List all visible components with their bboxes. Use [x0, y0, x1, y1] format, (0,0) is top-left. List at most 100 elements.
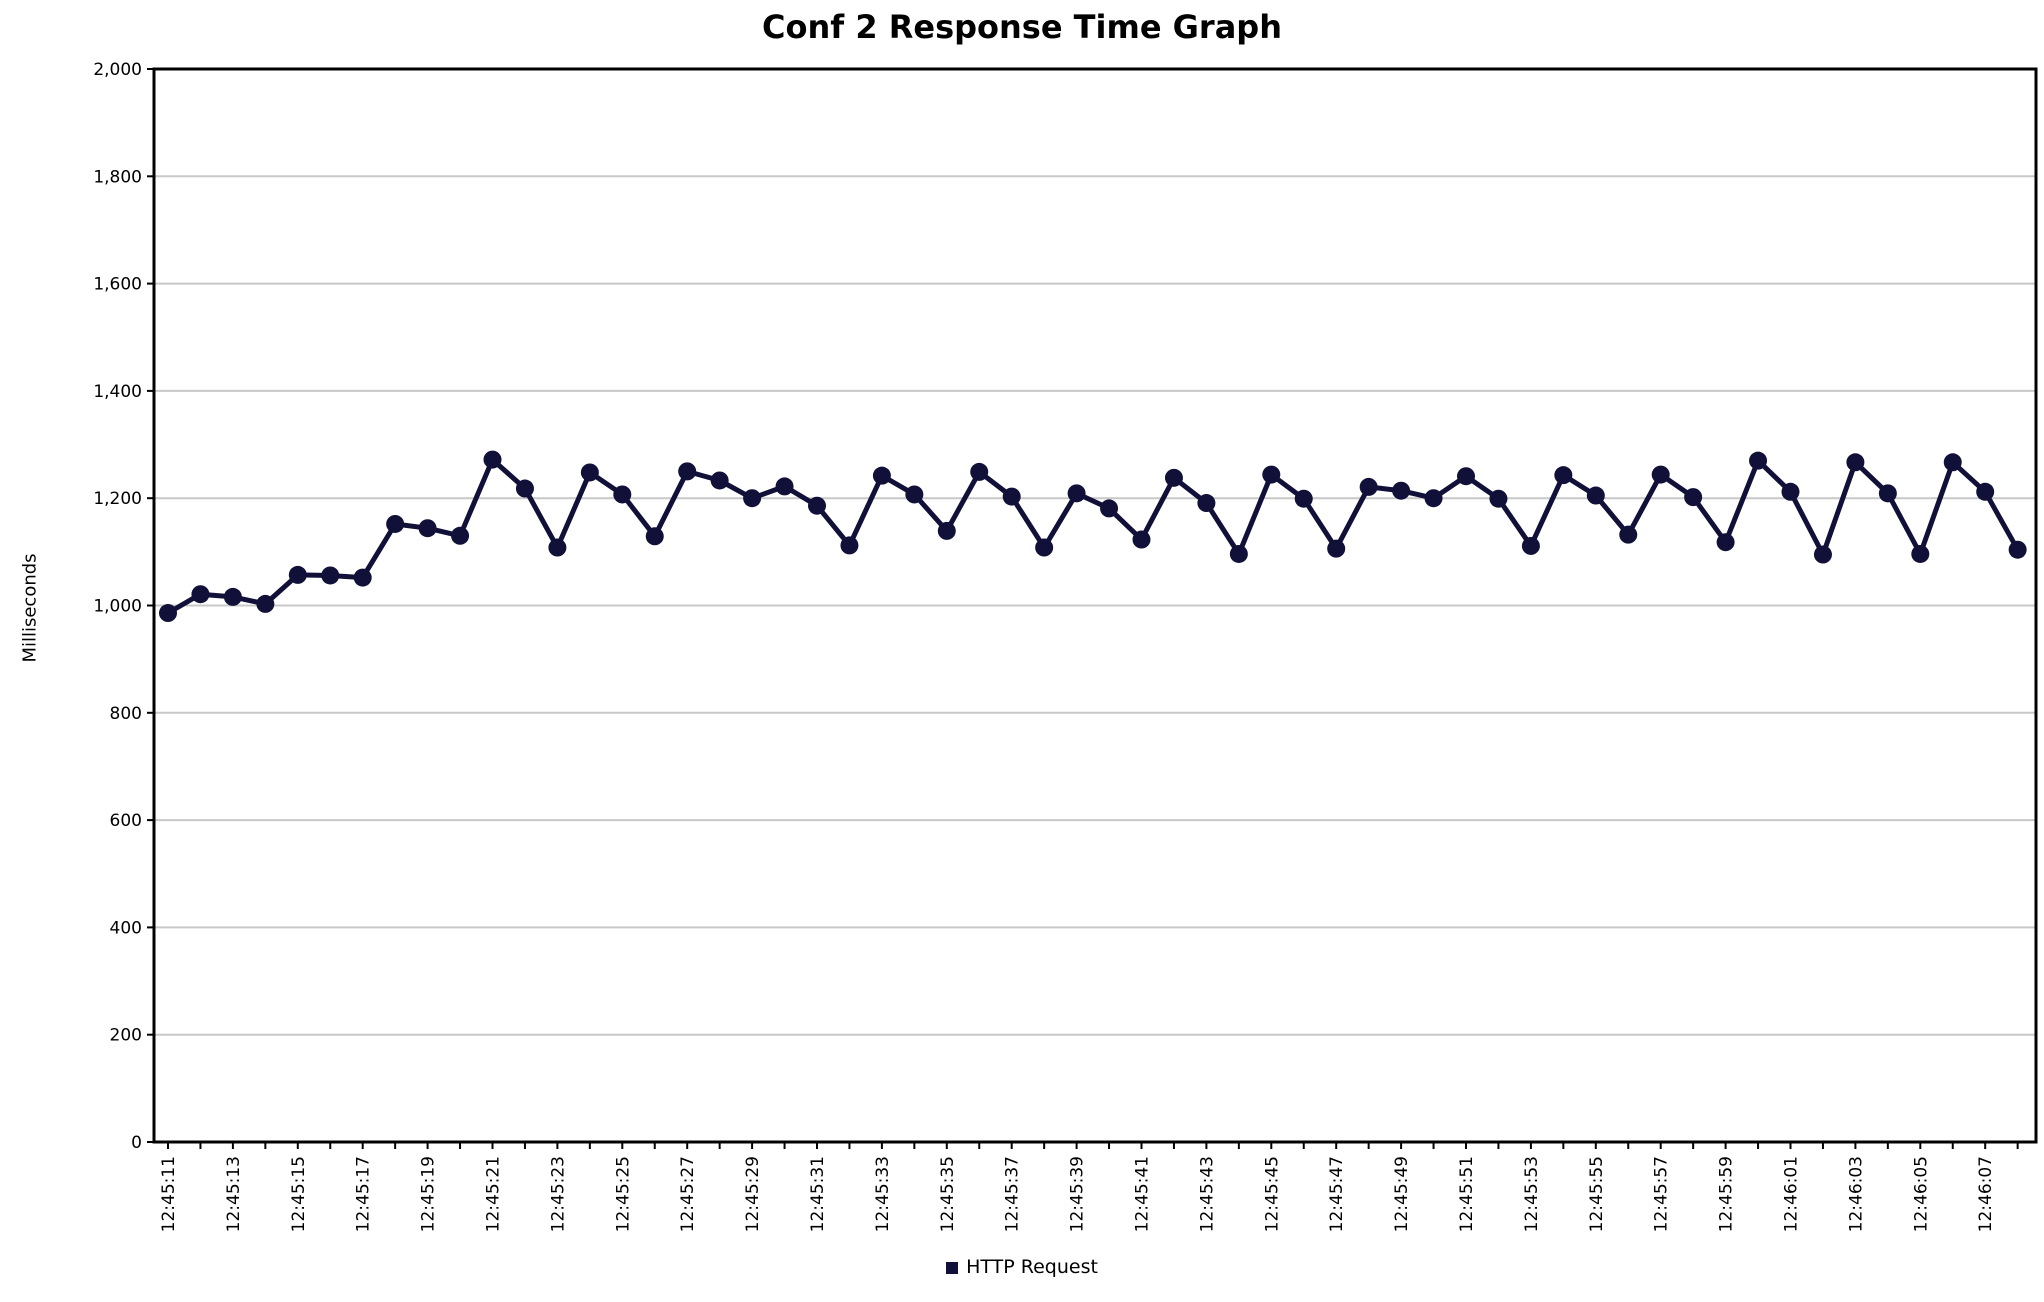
x-tick-label: 12:45:31 — [808, 1156, 828, 1232]
y-tick-label: 600 — [110, 811, 142, 831]
data-point — [1781, 482, 1800, 501]
x-tick-label: 12:45:59 — [1717, 1156, 1737, 1232]
data-point — [515, 479, 534, 498]
data-point — [1878, 484, 1897, 503]
y-tick-label: 0 — [131, 1133, 142, 1153]
data-point — [1132, 530, 1151, 549]
data-point — [1651, 465, 1670, 484]
x-tick-label: 12:45:51 — [1457, 1156, 1477, 1232]
x-tick-label: 12:45:29 — [743, 1156, 763, 1232]
data-point — [1521, 536, 1540, 555]
data-point — [353, 568, 372, 587]
y-tick-label: 1,800 — [93, 167, 142, 187]
data-point — [223, 587, 242, 606]
x-tick-label: 12:45:57 — [1652, 1156, 1672, 1232]
x-tick-label: 12:45:21 — [484, 1156, 504, 1232]
data-point — [451, 526, 470, 545]
x-tick-label: 12:46:07 — [1976, 1156, 1996, 1232]
x-axis-ticks: 12:45:11 12:45:13 12:45:15 12:45:17 12:45:19… — [159, 1142, 2019, 1232]
legend: HTTP Request — [0, 1256, 2044, 1278]
x-tick-label: 12:45:49 — [1392, 1156, 1412, 1232]
x-tick-label: 12:45:19 — [419, 1156, 439, 1232]
data-point — [1424, 489, 1443, 508]
data-point — [1684, 488, 1703, 507]
data-point — [1392, 481, 1411, 500]
data-point — [580, 463, 599, 482]
x-tick-label: 12:45:11 — [159, 1156, 179, 1232]
data-point — [2008, 540, 2027, 559]
data-point — [1943, 453, 1962, 472]
data-point — [1327, 539, 1346, 558]
data-point — [1294, 489, 1313, 508]
data-point — [905, 485, 924, 504]
data-point — [613, 485, 632, 504]
chart-title: Conf 2 Response Time Graph — [762, 8, 1282, 46]
data-point — [1035, 538, 1054, 557]
data-point — [1619, 525, 1638, 544]
gridlines — [154, 175, 2036, 1036]
data-point — [483, 450, 502, 469]
data-point — [710, 471, 729, 490]
series-http-request — [159, 450, 2027, 623]
data-point — [1911, 544, 1930, 563]
data-point — [418, 519, 437, 538]
data-point — [1716, 533, 1735, 552]
data-point — [775, 477, 794, 496]
x-tick-label: 12:45:15 — [289, 1156, 309, 1232]
data-point — [743, 489, 762, 508]
data-point — [872, 466, 891, 485]
data-point — [1976, 482, 1995, 501]
data-point — [1164, 468, 1183, 487]
data-point — [1554, 466, 1573, 485]
x-tick-label: 12:45:55 — [1587, 1156, 1607, 1232]
x-tick-label: 12:45:25 — [613, 1156, 633, 1232]
x-tick-label: 12:46:05 — [1911, 1156, 1931, 1232]
legend-label: HTTP Request — [966, 1256, 1098, 1278]
data-point — [1359, 477, 1378, 496]
x-tick-label: 12:46:03 — [1846, 1156, 1866, 1232]
data-point — [937, 521, 956, 540]
data-point — [1197, 494, 1216, 513]
x-tick-label: 12:45:13 — [224, 1156, 244, 1232]
y-tick-label: 400 — [110, 918, 142, 938]
x-tick-label: 12:45:43 — [1197, 1156, 1217, 1232]
y-tick-label: 800 — [110, 704, 142, 724]
data-point — [678, 462, 697, 481]
data-point — [1749, 451, 1768, 470]
y-axis-ticks: 0 200 400 600 800 1,000 1,200 1,400 1,600 1,800 2,… — [93, 60, 154, 1153]
series-line — [166, 457, 2020, 616]
data-point — [548, 538, 567, 557]
x-tick-label: 12:45:33 — [873, 1156, 893, 1232]
x-tick-label: 12:45:39 — [1068, 1156, 1088, 1232]
data-point — [159, 604, 177, 623]
y-tick-label: 1,200 — [93, 489, 142, 509]
data-point — [256, 594, 275, 613]
data-point — [386, 514, 405, 533]
x-tick-label: 12:46:01 — [1782, 1156, 1802, 1232]
y-tick-label: 1,000 — [93, 597, 142, 617]
y-tick-label: 2,000 — [93, 60, 142, 80]
x-tick-label: 12:45:23 — [548, 1156, 568, 1232]
x-tick-label: 12:45:47 — [1327, 1156, 1347, 1232]
x-tick-label: 12:45:37 — [1003, 1156, 1023, 1232]
data-point — [1457, 467, 1475, 486]
x-tick-label: 12:45:53 — [1522, 1156, 1542, 1232]
data-point — [191, 585, 210, 604]
data-point — [970, 462, 989, 481]
data-point — [1229, 544, 1248, 563]
data-point — [1002, 487, 1021, 506]
data-point — [840, 536, 859, 555]
data-point — [1067, 484, 1086, 503]
data-point — [1262, 465, 1281, 484]
data-point — [321, 566, 340, 585]
x-tick-label: 12:45:35 — [938, 1156, 958, 1232]
data-point — [288, 565, 307, 584]
x-tick-label: 12:45:27 — [678, 1156, 698, 1232]
data-point — [1846, 453, 1865, 472]
data-point — [645, 527, 664, 546]
legend-swatch — [946, 1261, 959, 1274]
data-point — [1586, 486, 1605, 505]
y-tick-label: 1,400 — [93, 382, 142, 402]
x-tick-label: 12:45:45 — [1262, 1156, 1282, 1232]
